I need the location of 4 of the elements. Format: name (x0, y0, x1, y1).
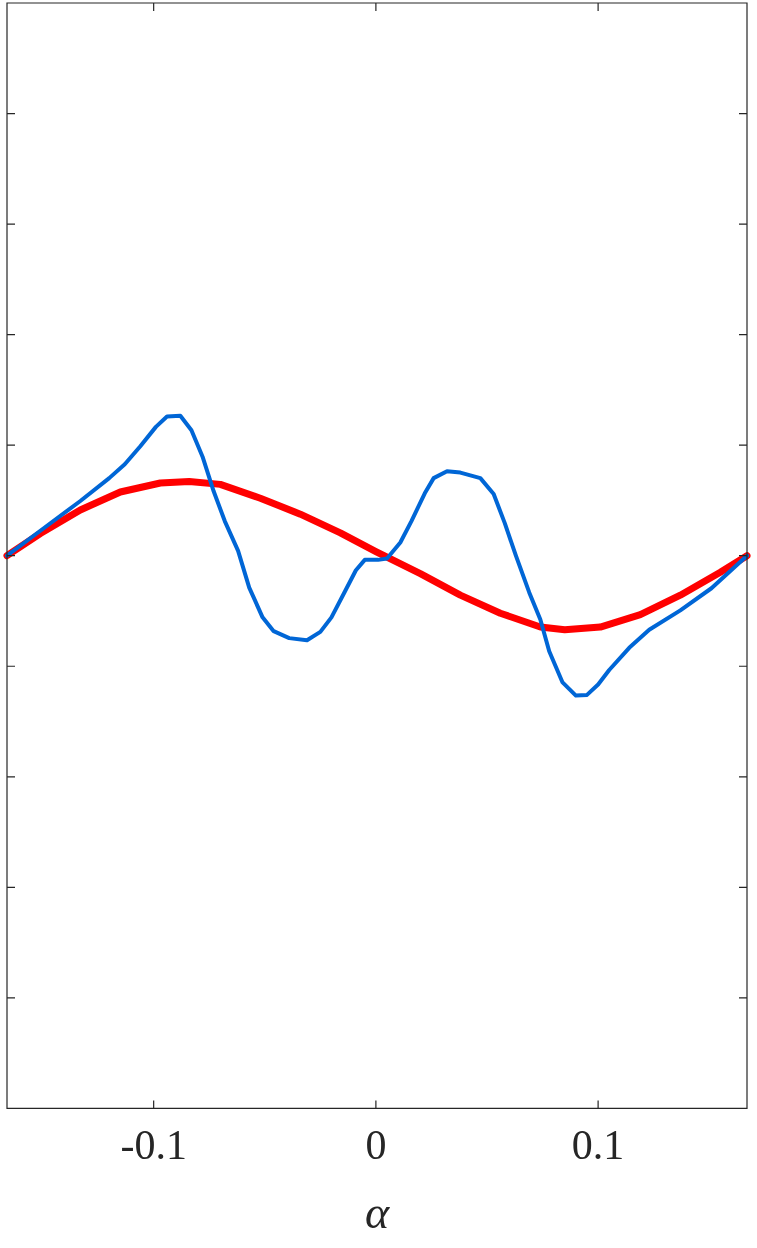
x-tick-label: 0 (365, 1121, 387, 1168)
x-tick-label: 0.1 (571, 1121, 625, 1168)
x-axis-title: α (364, 1187, 390, 1239)
x-tick-label: -0.1 (120, 1121, 187, 1168)
